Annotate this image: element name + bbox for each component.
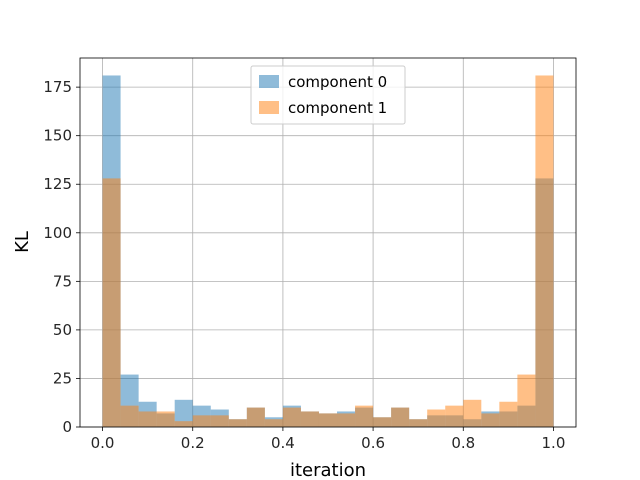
x-tick-label: 0.2 <box>181 434 205 452</box>
x-tick-label: 0.0 <box>91 434 115 452</box>
series-1 <box>102 75 554 428</box>
histogram-bar <box>318 413 338 427</box>
histogram-bar <box>138 411 157 427</box>
histogram-bar <box>499 401 518 427</box>
histogram-bar <box>481 413 500 427</box>
histogram-bar <box>264 419 283 427</box>
y-tick-label: 25 <box>53 369 72 387</box>
x-tick-label: 0.4 <box>271 434 295 452</box>
bars-layer <box>102 75 554 428</box>
legend-swatch <box>259 75 279 88</box>
histogram-bar <box>355 405 374 427</box>
histogram-bar <box>391 407 410 427</box>
histogram-bar <box>156 411 175 427</box>
x-tick-label: 1.0 <box>542 434 566 452</box>
legend-box <box>250 65 406 125</box>
y-tick-label: 75 <box>53 272 72 290</box>
histogram-bar <box>463 399 482 427</box>
y-tick-label: 175 <box>43 78 72 96</box>
histogram-bar <box>373 417 392 427</box>
histogram-bar <box>445 405 464 427</box>
histogram-bar <box>282 407 301 427</box>
histogram-bar <box>210 415 229 427</box>
histogram-bar <box>192 415 211 427</box>
y-tick-label: 150 <box>43 127 72 145</box>
histogram-bar <box>174 399 193 427</box>
x-axis-label: iteration <box>290 460 366 480</box>
histogram-bar <box>337 413 356 427</box>
histogram-bar <box>535 75 554 428</box>
y-tick-label: 125 <box>43 175 72 193</box>
legend-label: component 0 <box>288 73 387 91</box>
histogram-bar <box>300 411 319 427</box>
histogram-bar <box>120 405 139 427</box>
axes-layer: 0.0 0.2 0.4 0.6 0.8 1.0 0 25 50 75 100 125 150 175 <box>43 57 577 452</box>
histogram-bar <box>246 407 265 427</box>
x-tick-label: 0.8 <box>451 434 475 452</box>
histogram-bar <box>174 421 193 427</box>
legend: component 0 component 1 <box>250 65 406 125</box>
x-tick-label: 0.6 <box>361 434 385 452</box>
histogram-bar <box>409 419 428 427</box>
histogram-bar <box>102 178 121 427</box>
legend-swatch <box>259 101 279 114</box>
y-tick-label: 0 <box>62 418 72 436</box>
y-tick-label: 100 <box>43 224 72 242</box>
histogram-bar <box>427 409 446 427</box>
histogram-bar <box>517 374 536 427</box>
y-tick-label: 50 <box>53 321 72 339</box>
series-0 <box>102 75 554 428</box>
histogram-bar <box>228 419 247 427</box>
legend-label: component 1 <box>288 99 387 117</box>
axes-frame <box>79 57 577 428</box>
y-axis-label: KL <box>12 231 33 253</box>
